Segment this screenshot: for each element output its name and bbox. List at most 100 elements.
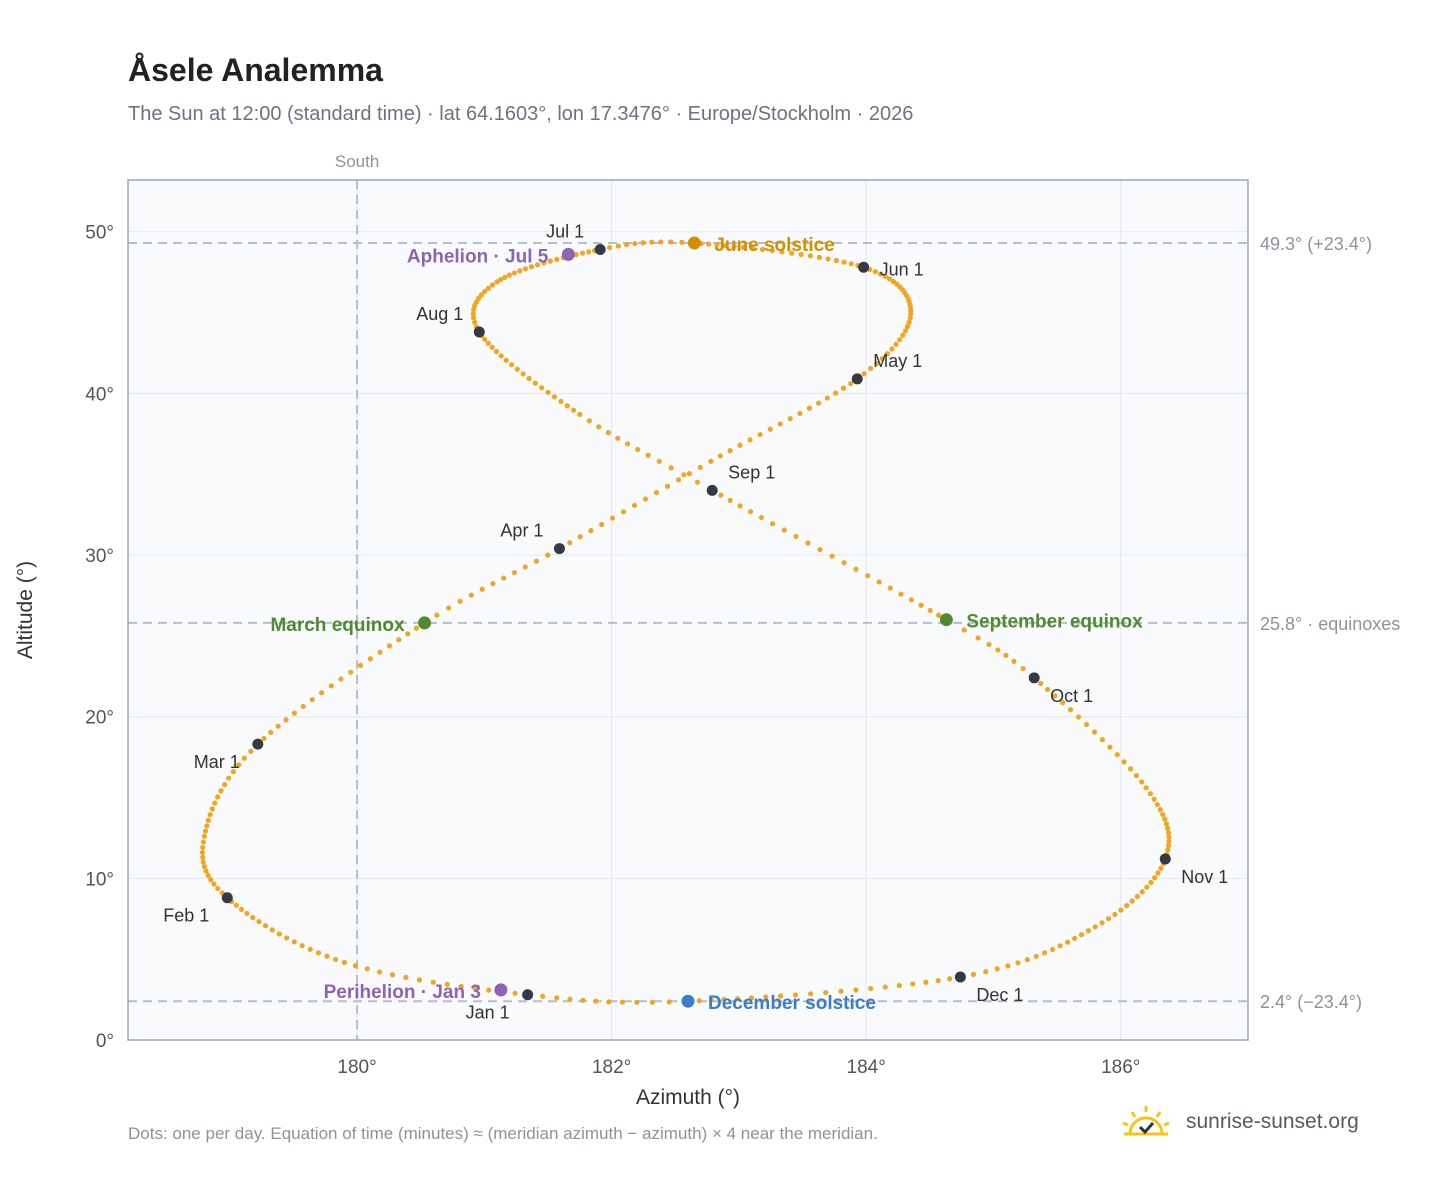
daily-dot — [307, 946, 313, 952]
daily-dot — [1152, 875, 1158, 881]
daily-dot — [1143, 785, 1149, 791]
daily-dot — [1144, 884, 1150, 890]
daily-dot — [486, 987, 492, 993]
daily-dot — [236, 762, 242, 768]
daily-dot — [503, 357, 509, 363]
daily-dot — [299, 943, 305, 949]
daily-dot — [1024, 957, 1030, 963]
daily-dot — [203, 868, 209, 874]
daily-dot — [872, 269, 878, 275]
daily-dot — [348, 669, 354, 675]
daily-dot — [666, 999, 672, 1005]
daily-dot — [528, 264, 535, 270]
plot-background — [128, 180, 1248, 1040]
daily-dot — [740, 244, 747, 250]
month-markers: Jan 1 Feb 1 Mar 1 Apr 1 May 1 Jun 1 Jul 1 Aug 1… — [163, 222, 1228, 1023]
daily-dot — [514, 366, 520, 372]
daily-dot — [1158, 865, 1164, 871]
daily-dot — [970, 971, 977, 978]
daily-dot — [1129, 898, 1135, 904]
month-marker — [851, 373, 863, 385]
daily-dot — [405, 631, 411, 637]
daily-dot — [364, 966, 370, 972]
daily-dot — [478, 292, 485, 298]
daily-dot — [1083, 721, 1090, 728]
daily-dot — [1133, 772, 1140, 779]
daily-dot — [634, 999, 640, 1005]
daily-dot — [482, 288, 488, 295]
daily-dot — [328, 683, 334, 689]
chart-subtitle: The Sun at 12:00 (standard time) · lat 6… — [128, 103, 914, 125]
month-marker — [594, 244, 606, 256]
reference-line-label: 2.4° (−23.4°) — [1260, 992, 1362, 1012]
month-marker-label: Apr 1 — [500, 521, 543, 541]
daily-dot — [577, 534, 583, 540]
daily-dot — [722, 242, 728, 249]
daily-dot — [605, 429, 611, 436]
daily-dot — [532, 380, 538, 386]
event-marker — [418, 616, 432, 630]
daily-dot — [887, 585, 893, 591]
daily-dot — [511, 270, 518, 276]
daily-dot — [416, 977, 423, 983]
daily-dot — [706, 241, 712, 247]
daily-dot — [284, 935, 290, 941]
month-marker-label: Jul 1 — [546, 222, 584, 242]
daily-dot — [1157, 807, 1163, 813]
daily-dot — [201, 863, 208, 870]
daily-dot — [580, 997, 586, 1003]
daily-dot — [653, 490, 660, 496]
daily-dot — [358, 662, 364, 669]
daily-dot — [472, 319, 478, 325]
daily-dot — [861, 371, 867, 377]
daily-dot — [545, 552, 551, 558]
daily-dot — [200, 859, 206, 865]
daily-dot — [571, 407, 577, 413]
daily-dot — [737, 442, 743, 448]
daily-dot — [757, 431, 763, 438]
daily-dot — [332, 956, 339, 963]
daily-dot — [649, 239, 655, 245]
daily-dot — [734, 996, 741, 1002]
daily-dot — [907, 315, 913, 321]
daily-dot — [624, 441, 631, 447]
daily-dot — [283, 717, 289, 723]
daily-dot — [806, 405, 813, 411]
month-marker-label: Mar 1 — [194, 752, 240, 772]
month-marker-label: May 1 — [873, 351, 922, 371]
daily-dot — [910, 981, 916, 987]
daily-dot — [238, 906, 245, 912]
daily-dot — [1049, 946, 1056, 953]
daily-dot — [470, 315, 477, 321]
daily-dot — [838, 988, 844, 994]
y-tick-label: 50° — [85, 223, 114, 244]
daily-dot — [737, 503, 743, 509]
daily-dot — [961, 627, 967, 633]
daily-dot — [615, 435, 621, 441]
daily-dot — [886, 276, 893, 282]
daily-dot — [714, 242, 720, 248]
daily-dot — [202, 828, 209, 834]
daily-dot — [1166, 834, 1172, 840]
x-tick-label: 184° — [847, 1057, 886, 1078]
daily-dot — [805, 540, 811, 546]
daily-dot — [502, 274, 508, 280]
daily-dot — [564, 403, 570, 409]
month-marker-label: Nov 1 — [1181, 867, 1228, 887]
daily-dot — [824, 395, 830, 401]
daily-dot — [708, 997, 714, 1003]
daily-dot — [816, 254, 823, 260]
daily-dot — [1134, 893, 1141, 900]
x-tick-label: 186° — [1101, 1057, 1140, 1078]
daily-dot — [430, 979, 436, 985]
daily-dot — [1114, 751, 1120, 758]
daily-dot — [994, 966, 1000, 972]
daily-dot — [918, 602, 924, 608]
daily-dot — [579, 250, 586, 256]
daily-dot — [458, 983, 464, 990]
daily-dot — [717, 453, 723, 459]
brand-logo[interactable]: sunrise-sunset.org — [1120, 1104, 1359, 1140]
month-marker — [522, 989, 534, 1001]
daily-dot — [377, 969, 383, 975]
daily-dot — [276, 931, 282, 937]
